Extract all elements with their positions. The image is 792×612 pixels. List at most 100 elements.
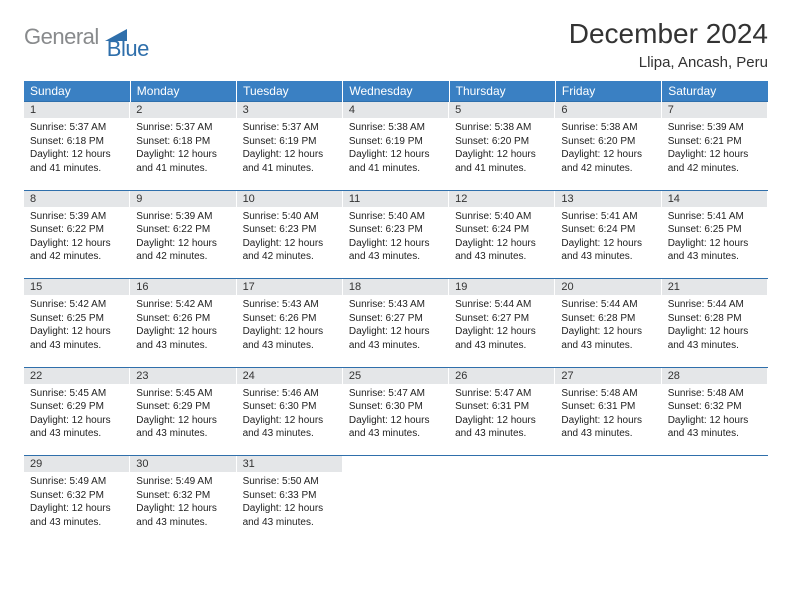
day-cell: Sunrise: 5:39 AMSunset: 6:22 PMDaylight:… [24, 207, 130, 268]
day-cell: Sunrise: 5:44 AMSunset: 6:28 PMDaylight:… [555, 295, 661, 356]
sunset-line: Sunset: 6:20 PM [455, 136, 529, 147]
day-number: 24 [237, 368, 343, 384]
content-row: Sunrise: 5:42 AMSunset: 6:25 PMDaylight:… [24, 295, 768, 367]
content-row: Sunrise: 5:49 AM Sunset: 6:32 PM Daylight:… [24, 472, 768, 544]
day-number: 21 [662, 279, 768, 295]
sunset-line: Sunset: 6:29 PM [136, 401, 210, 412]
sunrise-line: Sunrise: 5:39 AM [30, 211, 106, 222]
day-number: 23 [130, 368, 236, 384]
sunrise-line: Sunrise: 5:37 AM [30, 122, 106, 133]
daylight-line: Daylight: 12 hours and 43 minutes. [668, 238, 749, 263]
daylight-line: Daylight: 12 hours and 42 minutes. [561, 149, 642, 174]
day-cell: Sunrise: 5:50 AMSunset: 6:33 PMDaylight:… [237, 472, 343, 533]
day-number: 26 [449, 368, 555, 384]
day-number: 8 [24, 191, 130, 207]
sunrise-line: Sunrise: 5:44 AM [455, 299, 531, 310]
day-cell: Sunrise: 5:44 AM Sunset: 6:28 PM Daylight:… [662, 295, 768, 356]
sunset-line: Sunset: 6:31 PM [455, 401, 529, 412]
day-number: 29 [24, 456, 130, 472]
sunset-line: Sunset: 6:28 PM [668, 313, 742, 324]
day-number: 16 [130, 279, 236, 295]
sunrise-line: Sunrise: 5:47 AM [349, 388, 425, 399]
sunset-line: Sunset: 6:24 PM [455, 224, 529, 235]
day-number: 13 [555, 191, 661, 207]
sunset-line: Sunset: 6:22 PM [136, 224, 210, 235]
daylight-line: Daylight: 12 hours and 41 minutes. [30, 149, 111, 174]
day-cell: Sunrise: 5:42 AMSunset: 6:26 PMDaylight:… [130, 295, 236, 356]
daylight-line: Daylight: 12 hours and 43 minutes. [243, 415, 324, 440]
weekday-header: Friday [555, 81, 661, 102]
day-cell: Sunrise: 5:37 AMSunset: 6:18 PMDaylight:… [24, 118, 130, 179]
sunset-line: Sunset: 6:32 PM [136, 490, 210, 501]
sunrise-line: Sunrise: 5:38 AM [455, 122, 531, 133]
logo-text-general: General [24, 24, 99, 50]
day-cell: Sunrise: 5:47 AMSunset: 6:31 PMDaylight:… [449, 384, 555, 445]
daylight-line: Daylight: 12 hours and 43 minutes. [561, 415, 642, 440]
daylight-line: Daylight: 12 hours and 43 minutes. [561, 326, 642, 351]
daylight-line: Daylight: 12 hours and 43 minutes. [30, 415, 111, 440]
day-cell: Sunrise: 5:43 AMSunset: 6:27 PMDaylight:… [343, 295, 449, 356]
daylight-line: Daylight: 12 hours and 43 minutes. [349, 326, 430, 351]
day-number: 6 [555, 102, 661, 118]
calendar-table: SundayMondayTuesdayWednesdayThursdayFrid… [24, 81, 768, 544]
sunset-line: Sunset: 6:30 PM [243, 401, 317, 412]
daylight-line: Daylight: 12 hours and 43 minutes. [349, 238, 430, 263]
sunset-line: Sunset: 6:23 PM [243, 224, 317, 235]
day-number: 1 [24, 102, 130, 118]
daylight-line: Daylight: 12 hours and 43 minutes. [668, 415, 749, 440]
sunset-line: Sunset: 6:21 PM [668, 136, 742, 147]
sunset-line: Sunset: 6:30 PM [349, 401, 423, 412]
daylight-line: Daylight: 12 hours and 42 minutes. [136, 238, 217, 263]
day-cell: Sunrise: 5:41 AMSunset: 6:25 PMDaylight:… [662, 207, 768, 268]
daylight-line: Daylight: 12 hours and 43 minutes. [668, 326, 749, 351]
sunset-line: Sunset: 6:32 PM [30, 490, 104, 501]
sunset-line: Sunset: 6:19 PM [243, 136, 317, 147]
weekday-header: Sunday [24, 81, 130, 102]
daylight-line: Daylight: 12 hours and 43 minutes. [136, 503, 217, 528]
day-cell: Sunrise: 5:40 AMSunset: 6:24 PMDaylight:… [449, 207, 555, 268]
sunrise-line: Sunrise: 5:39 AM [668, 122, 744, 133]
day-number [555, 456, 661, 460]
location: Llipa, Ancash, Peru [569, 54, 768, 71]
day-number [343, 456, 449, 460]
day-number: 4 [343, 102, 449, 118]
day-number: 15 [24, 279, 130, 295]
sunrise-line: Sunrise: 5:40 AM [243, 211, 319, 222]
sunrise-line: Sunrise: 5:40 AM [349, 211, 425, 222]
sunrise-line: Sunrise: 5:44 AM [668, 299, 744, 310]
day-cell: Sunrise: 5:42 AMSunset: 6:25 PMDaylight:… [24, 295, 130, 356]
daynum-row: 22232425262728 [24, 367, 768, 384]
month-title: December 2024 [569, 18, 768, 50]
daynum-row: 1234567 [24, 102, 768, 119]
day-cell: Sunrise: 5:37 AMSunset: 6:19 PMDaylight:… [237, 118, 343, 179]
daylight-line: Daylight: 12 hours and 43 minutes. [455, 415, 536, 440]
day-cell: Sunrise: 5:44 AMSunset: 6:27 PMDaylight:… [449, 295, 555, 356]
sunrise-line: Sunrise: 5:48 AM [668, 388, 744, 399]
sunset-line: Sunset: 6:33 PM [243, 490, 317, 501]
day-number: 9 [130, 191, 236, 207]
sunrise-line: Sunrise: 5:49 AM [30, 476, 106, 487]
day-number: 28 [662, 368, 768, 384]
daynum-row: 15161718192021 [24, 279, 768, 296]
day-cell: Sunrise: 5:49 AMSunset: 6:32 PMDaylight:… [130, 472, 236, 533]
content-row: Sunrise: 5:39 AM Sunset: 6:22 PM Daylight:… [24, 207, 768, 279]
day-cell: Sunrise: 5:45 AMSunset: 6:29 PMDaylight:… [24, 384, 130, 445]
daynum-row: 891011121314 [24, 190, 768, 207]
day-number [662, 456, 768, 460]
day-cell: Sunrise: 5:41 AMSunset: 6:24 PMDaylight:… [555, 207, 661, 268]
daylight-line: Daylight: 12 hours and 43 minutes. [243, 326, 324, 351]
sunrise-line: Sunrise: 5:42 AM [136, 299, 212, 310]
weekday-header-row: SundayMondayTuesdayWednesdayThursdayFrid… [24, 81, 768, 102]
daylight-line: Daylight: 12 hours and 43 minutes. [136, 415, 217, 440]
day-number: 31 [237, 456, 343, 472]
sunrise-line: Sunrise: 5:42 AM [30, 299, 106, 310]
day-number [449, 456, 555, 460]
content-row: Sunrise: 5:37 AMSunset: 6:18 PMDaylight:… [24, 118, 768, 190]
sunset-line: Sunset: 6:25 PM [668, 224, 742, 235]
sunrise-line: Sunrise: 5:38 AM [561, 122, 637, 133]
day-number: 20 [555, 279, 661, 295]
sunset-line: Sunset: 6:29 PM [30, 401, 104, 412]
sunset-line: Sunset: 6:28 PM [561, 313, 635, 324]
day-number: 14 [662, 191, 768, 207]
day-cell: Sunrise: 5:39 AMSunset: 6:22 PMDaylight:… [130, 207, 236, 268]
